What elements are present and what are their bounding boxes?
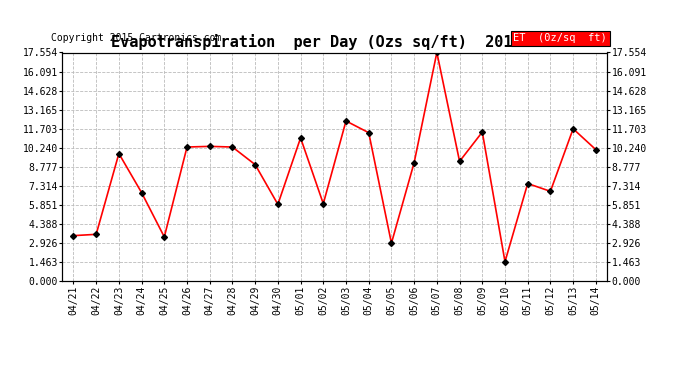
Title: Evapotranspiration  per Day (Ozs sq/ft)  20150515: Evapotranspiration per Day (Ozs sq/ft) 2… bbox=[111, 34, 558, 50]
Text: Copyright 2015 Cartronics.com: Copyright 2015 Cartronics.com bbox=[51, 33, 221, 44]
Text: ET  (0z/sq  ft): ET (0z/sq ft) bbox=[513, 33, 607, 44]
